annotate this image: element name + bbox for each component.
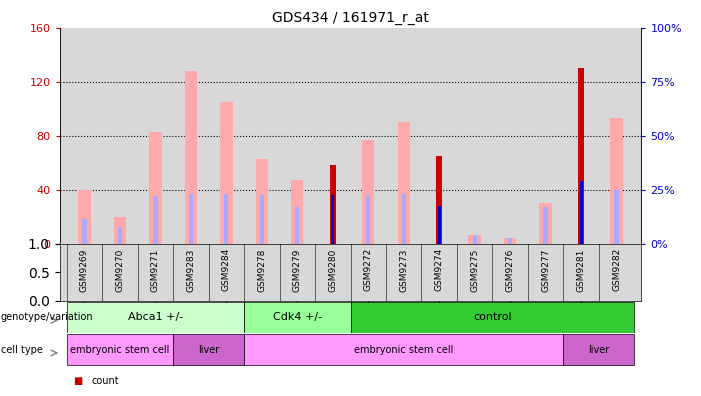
Bar xyxy=(436,156,442,244)
Text: count: count xyxy=(91,376,118,386)
Text: embryonic stem cell: embryonic stem cell xyxy=(70,345,170,355)
Bar xyxy=(114,217,126,244)
Bar xyxy=(118,227,122,244)
Bar xyxy=(173,334,244,365)
Bar xyxy=(504,238,517,244)
Bar xyxy=(184,71,197,244)
Bar xyxy=(332,195,334,244)
Bar xyxy=(362,140,374,244)
Bar xyxy=(149,131,162,244)
Bar xyxy=(256,158,268,244)
Bar xyxy=(508,238,512,244)
Bar xyxy=(291,180,304,244)
Bar xyxy=(244,302,350,333)
Text: GSM9270: GSM9270 xyxy=(116,248,124,291)
Bar xyxy=(220,102,233,244)
Text: GSM9269: GSM9269 xyxy=(80,248,89,291)
Bar xyxy=(611,118,622,244)
Bar xyxy=(578,68,585,244)
Bar xyxy=(438,206,441,244)
Text: GSM9279: GSM9279 xyxy=(293,248,302,291)
Bar xyxy=(189,194,193,244)
Text: GSM9282: GSM9282 xyxy=(612,248,621,291)
Bar xyxy=(224,194,229,244)
Text: GSM9271: GSM9271 xyxy=(151,248,160,291)
Text: GSM9283: GSM9283 xyxy=(186,248,196,291)
Text: GSM9281: GSM9281 xyxy=(577,248,585,291)
Bar xyxy=(468,236,481,244)
Text: GSM9274: GSM9274 xyxy=(435,248,444,291)
Text: GSM9272: GSM9272 xyxy=(364,248,373,291)
Text: GSM9273: GSM9273 xyxy=(399,248,408,291)
Text: Cdk4 +/-: Cdk4 +/- xyxy=(273,312,322,322)
Bar xyxy=(67,302,244,333)
Text: liver: liver xyxy=(588,345,609,355)
Bar xyxy=(329,165,336,244)
Text: GSM9278: GSM9278 xyxy=(257,248,266,291)
Bar xyxy=(350,302,634,333)
Bar xyxy=(543,207,547,244)
Text: GSM9284: GSM9284 xyxy=(222,248,231,291)
Bar xyxy=(472,236,477,244)
Bar xyxy=(295,207,299,244)
Bar xyxy=(366,196,370,244)
Bar xyxy=(564,334,634,365)
Bar xyxy=(259,195,264,244)
Bar xyxy=(154,196,158,244)
Text: GSM9280: GSM9280 xyxy=(328,248,337,291)
Title: GDS434 / 161971_r_at: GDS434 / 161971_r_at xyxy=(272,11,429,25)
Text: ■: ■ xyxy=(74,376,83,386)
Text: genotype/variation: genotype/variation xyxy=(1,312,93,322)
Text: cell type: cell type xyxy=(1,345,43,355)
Bar xyxy=(397,122,410,244)
Bar xyxy=(539,203,552,244)
Bar xyxy=(79,190,90,244)
Bar xyxy=(67,334,173,365)
Text: liver: liver xyxy=(198,345,219,355)
Text: embryonic stem cell: embryonic stem cell xyxy=(354,345,454,355)
Text: GSM9276: GSM9276 xyxy=(505,248,515,291)
Bar xyxy=(580,181,583,244)
Text: Abca1 +/-: Abca1 +/- xyxy=(128,312,183,322)
Text: GSM9277: GSM9277 xyxy=(541,248,550,291)
Bar xyxy=(615,190,619,244)
Bar xyxy=(244,334,564,365)
Text: control: control xyxy=(473,312,512,322)
Bar xyxy=(402,194,406,244)
Text: GSM9275: GSM9275 xyxy=(470,248,479,291)
Bar xyxy=(82,219,86,244)
